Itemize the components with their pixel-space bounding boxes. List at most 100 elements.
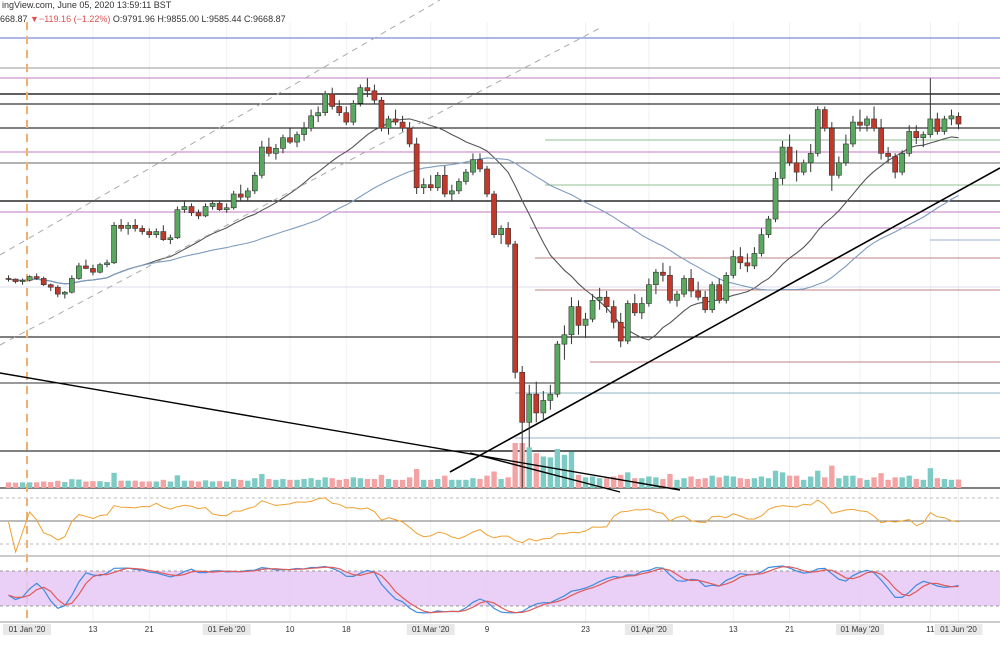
candles [5, 78, 962, 488]
candle-body [69, 278, 75, 293]
volume-bar [484, 475, 490, 488]
candle-body [251, 174, 258, 192]
volume-bar [231, 479, 237, 488]
volume-bar [413, 469, 420, 488]
candle-body [653, 271, 659, 286]
candle-body [97, 264, 103, 273]
volume-bar [308, 478, 314, 488]
volume-bar [892, 477, 898, 488]
candle-body [336, 106, 343, 113]
volume-bar [667, 474, 673, 488]
rsi-panel [0, 497, 1000, 554]
volume-bar [547, 457, 554, 488]
volume-bar [885, 479, 891, 488]
volume-bar [470, 478, 476, 488]
candle-body [111, 224, 117, 264]
volume-bar [561, 454, 568, 488]
candle-body [941, 118, 948, 132]
descending-trendline [0, 372, 681, 491]
candle-body [357, 87, 364, 104]
candle-body [547, 393, 554, 401]
candle-body [737, 256, 744, 264]
candle-body [456, 181, 462, 192]
candle-body [54, 286, 61, 295]
candle-body [920, 134, 927, 139]
candle-body [413, 143, 420, 189]
volume-bar [800, 479, 807, 488]
candle-body [427, 184, 434, 189]
candle-body [857, 121, 863, 126]
volume-bar [428, 479, 434, 488]
volume-bar [843, 475, 849, 488]
x-tick-label: 01 Mar '20 [412, 625, 450, 634]
candle-body [660, 271, 666, 276]
volume-bar [223, 481, 230, 488]
candle-body [610, 306, 617, 323]
candle-body [638, 303, 645, 314]
candle-body [624, 303, 631, 342]
candle-body [716, 284, 723, 301]
candle-body [533, 393, 540, 414]
month-label-bg [406, 624, 455, 635]
volume-bar [505, 477, 511, 488]
candle-body [463, 171, 469, 182]
candle-body [843, 143, 849, 164]
candle-body [477, 159, 483, 170]
volume-bar [653, 477, 659, 488]
candle-body [146, 231, 153, 235]
volume-bar [399, 479, 406, 488]
candle-body [12, 278, 19, 282]
source-timestamp: ingView.com, June 05, 2020 13:59:11 BST [2, 0, 172, 10]
volume-bar [716, 477, 722, 488]
candle-body [821, 109, 828, 129]
candle-body [216, 203, 223, 210]
close-value: C:9668.87 [244, 14, 286, 24]
volume-bar [160, 479, 167, 488]
volume-bar [442, 475, 448, 488]
volume-bar [266, 479, 272, 488]
volume-bar [955, 479, 962, 488]
month-label-bg [934, 624, 983, 635]
candle-body [498, 228, 504, 235]
volume-bar [48, 482, 54, 488]
candle-body [885, 153, 891, 157]
stochastic-panel [0, 565, 1000, 614]
candle-body [505, 228, 511, 245]
ma-short-line [8, 118, 959, 341]
month-label-bg [835, 624, 884, 635]
candle-body [202, 206, 209, 217]
candle-body [688, 278, 694, 292]
volume-bar [69, 479, 75, 488]
candle-body [104, 262, 110, 265]
candle-body [765, 218, 772, 235]
volume-bar [202, 480, 209, 488]
moving-averages [8, 118, 959, 341]
volume-bar [927, 468, 934, 488]
volume-bar [723, 475, 729, 488]
candle-body [484, 168, 490, 195]
candle-body [5, 278, 12, 280]
volume-bar [181, 480, 188, 488]
volume-bar [118, 480, 124, 488]
candle-body [913, 131, 920, 139]
volume-bar [315, 479, 321, 488]
volume-bar [421, 479, 427, 488]
volume-bar [301, 479, 307, 488]
candle-body [301, 128, 307, 135]
candle-body [280, 137, 286, 149]
candle-body [47, 284, 54, 288]
candle-body [871, 118, 877, 129]
candle-body [512, 243, 518, 373]
volume-bar [209, 481, 216, 488]
low-value: L:9585.44 [201, 14, 242, 24]
candle-body [779, 146, 786, 179]
volume-bar [772, 470, 779, 488]
candle-body [899, 153, 906, 173]
x-tick-label: 21 [145, 625, 154, 634]
rsi-line [8, 497, 959, 554]
volume-bar [435, 479, 441, 488]
x-tick-label: 01 Jun '20 [940, 625, 977, 634]
candle-body [582, 318, 589, 326]
horizontal-levels [0, 37, 1000, 557]
